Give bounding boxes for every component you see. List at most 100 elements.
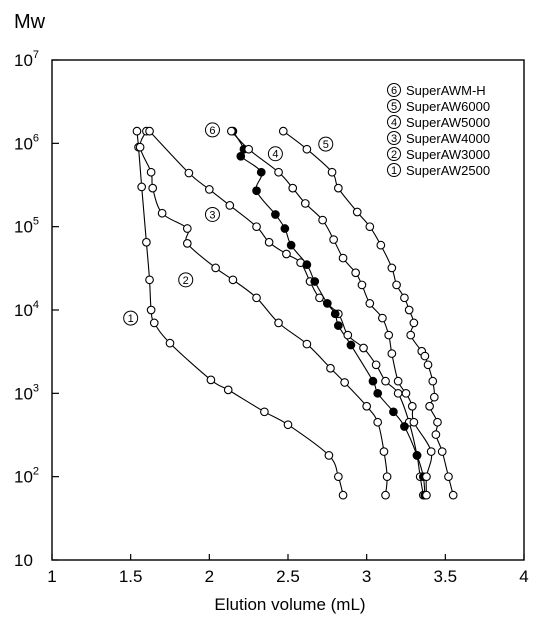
data-points [132, 126, 458, 500]
data-point [182, 239, 192, 248]
y-tick-exponent: 5 [33, 216, 39, 228]
data-point [236, 151, 246, 161]
series-number-labels: 1 2 3 6 4 5 [123, 122, 334, 326]
legend-item: 3 SuperAW4000 [387, 131, 490, 146]
legend-item: 1 SuperAW2500 [387, 163, 490, 178]
data-point [252, 293, 261, 303]
data-point [274, 167, 283, 177]
data-point [365, 222, 375, 232]
legend-label: SuperAW5000 [406, 115, 490, 130]
x-tick-label: 4 [519, 567, 528, 586]
data-point [381, 376, 390, 386]
legend-label: SuperAW6000 [406, 99, 490, 114]
data-point [326, 363, 335, 373]
data-point [223, 385, 233, 395]
data-point [368, 376, 378, 386]
x-tick-label: 3.5 [434, 567, 458, 586]
x-axis-label: Elution volume (mL) [214, 595, 365, 614]
data-point [351, 268, 361, 278]
data-point [146, 305, 156, 315]
data-point [228, 275, 238, 285]
legend-number-marker [387, 163, 401, 177]
data-point [283, 420, 293, 430]
data-point [365, 299, 375, 308]
data-point [302, 144, 312, 154]
data-point [340, 378, 349, 387]
data-point [252, 222, 261, 232]
data-point [425, 401, 434, 411]
data-point [382, 472, 392, 482]
y-tick-label: 107 [14, 49, 39, 70]
data-point [338, 490, 348, 500]
data-point [400, 293, 409, 303]
data-point [274, 318, 283, 328]
legend-label: SuperAW4000 [406, 131, 490, 146]
data-point [260, 407, 269, 417]
legend-number: 5 [391, 101, 397, 113]
legend-item: 4 SuperAW5000 [387, 115, 490, 130]
data-point [338, 253, 348, 263]
data-point [310, 277, 320, 286]
data-point [389, 407, 398, 417]
series-number: 5 [323, 139, 329, 151]
data-point [426, 447, 436, 456]
data-point [324, 451, 334, 460]
data-point [378, 313, 387, 323]
data-point [137, 182, 147, 192]
data-point [404, 305, 414, 315]
data-point [288, 183, 298, 193]
series-number-marker [178, 272, 194, 288]
data-point [387, 349, 397, 358]
data-point [407, 401, 417, 411]
data-point [315, 293, 324, 303]
data-point [333, 472, 343, 482]
legend-number-marker [387, 131, 401, 145]
y-tick-exponent: 2 [33, 466, 39, 478]
data-point [146, 167, 156, 177]
data-point [433, 417, 442, 427]
data-point [444, 472, 453, 482]
data-point [225, 201, 235, 210]
legend-number: 2 [391, 149, 397, 161]
data-point [352, 207, 362, 217]
data-point [132, 126, 142, 136]
data-point [142, 237, 151, 247]
series-curve [232, 130, 426, 496]
legend-label: SuperAW2500 [406, 163, 490, 178]
data-point [333, 321, 343, 330]
legend-number: 6 [391, 85, 397, 97]
data-point [343, 330, 353, 340]
data-point [422, 472, 431, 482]
data-point [282, 249, 291, 259]
data-point [387, 263, 397, 273]
data-point [393, 388, 403, 398]
x-tick-label: 3 [362, 567, 371, 586]
x-tick-label: 2.5 [276, 567, 300, 586]
data-point [300, 199, 310, 208]
series-number: 4 [272, 149, 278, 161]
y-axis-label: Mw [14, 11, 46, 33]
series-curve [139, 130, 388, 496]
data-point [359, 343, 368, 353]
data-point [184, 168, 194, 178]
series-number: 6 [209, 125, 215, 137]
x-tick-label: 2 [205, 567, 214, 586]
y-tick-exponent: 4 [33, 299, 39, 311]
data-point [412, 451, 422, 460]
data-point [302, 260, 312, 270]
data-point [149, 318, 159, 328]
legend-label: SuperAW3000 [406, 147, 490, 162]
data-point [145, 126, 154, 136]
data-point [431, 430, 441, 439]
data-point [271, 210, 280, 219]
legend-number-marker [387, 99, 401, 113]
data-point [423, 360, 433, 370]
data-point [204, 185, 214, 194]
x-axis: 1 1.5 2 2.5 3 3.5 4 [47, 554, 529, 586]
data-point [437, 447, 447, 456]
data-point [373, 388, 383, 398]
data-point [135, 142, 145, 152]
y-tick-base: 10 [14, 551, 33, 570]
